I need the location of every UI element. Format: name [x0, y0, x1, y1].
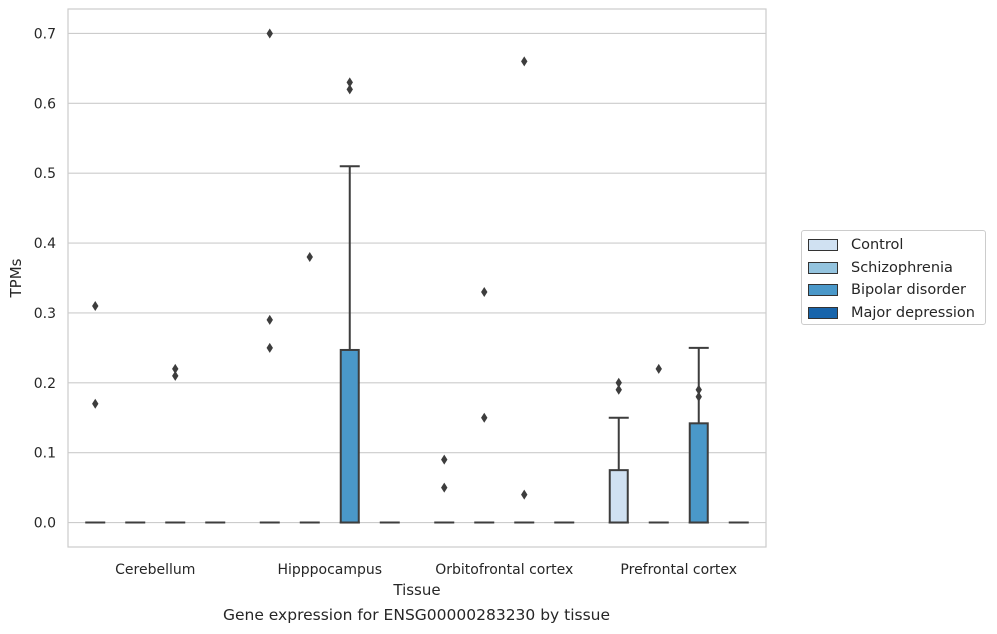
outlier-point-0 — [615, 377, 622, 388]
box-prefrontal-cortex-control — [608, 377, 629, 524]
outlier-point-0 — [346, 77, 353, 88]
legend-swatch-bipolar-disorder — [808, 284, 838, 296]
box-cerebellum-bipolar-disorder — [165, 363, 186, 524]
outlier-point-0 — [172, 363, 179, 374]
legend-item-control: Control — [808, 235, 903, 255]
outlier-point-0 — [481, 286, 488, 297]
outlier-point-1 — [481, 412, 488, 423]
legend-swatch-schizophrenia — [808, 262, 838, 274]
box-prefrontal-cortex-schizophrenia — [648, 363, 669, 524]
x-tick-label-orbitofrontal-cortex: Orbitofrontal cortex — [435, 562, 573, 578]
y-tick-label-0: 0.0 — [34, 516, 56, 532]
legend-swatch-control — [808, 239, 838, 251]
outlier-point-0 — [266, 28, 273, 39]
outlier-point-1 — [92, 398, 99, 409]
outlier-point-1 — [441, 482, 448, 493]
box-body — [688, 422, 709, 524]
outlier-point-1 — [615, 384, 622, 395]
outlier-point-1 — [695, 391, 702, 402]
legend-item-bipolar-disorder: Bipolar disorder — [808, 280, 966, 300]
legend: Control Schizophrenia Bipolar disorder M… — [801, 230, 986, 325]
outlier-point-1 — [521, 489, 528, 500]
legend-label-schizophrenia: Schizophrenia — [851, 260, 953, 276]
box-series — [85, 28, 749, 524]
outlier-point-1 — [172, 370, 179, 381]
legend-label-control: Control — [851, 237, 904, 253]
y-tick-label-1: 0.1 — [34, 446, 56, 462]
box-orbitofrontal-cortex-bipolar-disorder — [514, 56, 535, 524]
box-hipppocampus-schizophrenia — [299, 252, 320, 524]
legend-label-bipolar-disorder: Bipolar disorder — [851, 282, 966, 298]
outlier-point-0 — [695, 384, 702, 395]
y-axis-label: TPMs — [7, 258, 25, 298]
box-prefrontal-cortex-bipolar-disorder — [688, 346, 709, 524]
box-body — [339, 348, 360, 524]
plot-frame — [67, 8, 767, 548]
legend-item-major-depression: Major depression — [808, 303, 975, 323]
outlier-point-0 — [521, 56, 528, 67]
box-orbitofrontal-cortex-control — [434, 454, 455, 524]
x-axis-label: Tissue — [392, 581, 440, 599]
box-hipppocampus-control — [259, 28, 280, 524]
legend-item-schizophrenia: Schizophrenia — [808, 258, 953, 278]
y-tick-label-2: 0.2 — [34, 376, 56, 392]
outlier-point-1 — [266, 314, 273, 325]
y-tick-label-7: 0.7 — [34, 26, 56, 42]
legend-label-major-depression: Major depression — [851, 305, 975, 321]
box-orbitofrontal-cortex-schizophrenia — [474, 286, 495, 524]
outlier-point-0 — [655, 363, 662, 374]
y-tick-label-6: 0.6 — [34, 96, 56, 112]
outlier-point-2 — [266, 342, 273, 353]
x-tick-label-cerebellum: Cerebellum — [115, 562, 195, 578]
y-tick-label-4: 0.4 — [34, 236, 56, 252]
y-tick-label-3: 0.3 — [34, 306, 56, 322]
legend-swatch-major-depression — [808, 307, 838, 319]
outlier-point-0 — [306, 252, 313, 263]
outlier-point-0 — [441, 454, 448, 465]
outlier-point-0 — [92, 300, 99, 311]
box-body — [608, 469, 629, 524]
x-tick-label-prefrontal-cortex: Prefrontal cortex — [620, 562, 737, 578]
grid-lines — [68, 32, 766, 524]
y-tick-labels: 0.0 0.1 0.2 0.3 0.4 0.5 0.6 0.7 — [34, 26, 56, 531]
chart-caption: Gene expression for ENSG00000283230 by t… — [222, 606, 611, 624]
y-tick-label-5: 0.5 — [34, 166, 56, 182]
x-tick-label-hipppocampus: Hipppocampus — [277, 562, 382, 578]
box-cerebellum-control — [85, 300, 106, 524]
outlier-point-1 — [346, 84, 353, 95]
box-hipppocampus-bipolar-disorder — [339, 77, 360, 524]
x-tick-labels: Cerebellum Hipppocampus Orbitofrontal cort… — [115, 562, 737, 578]
